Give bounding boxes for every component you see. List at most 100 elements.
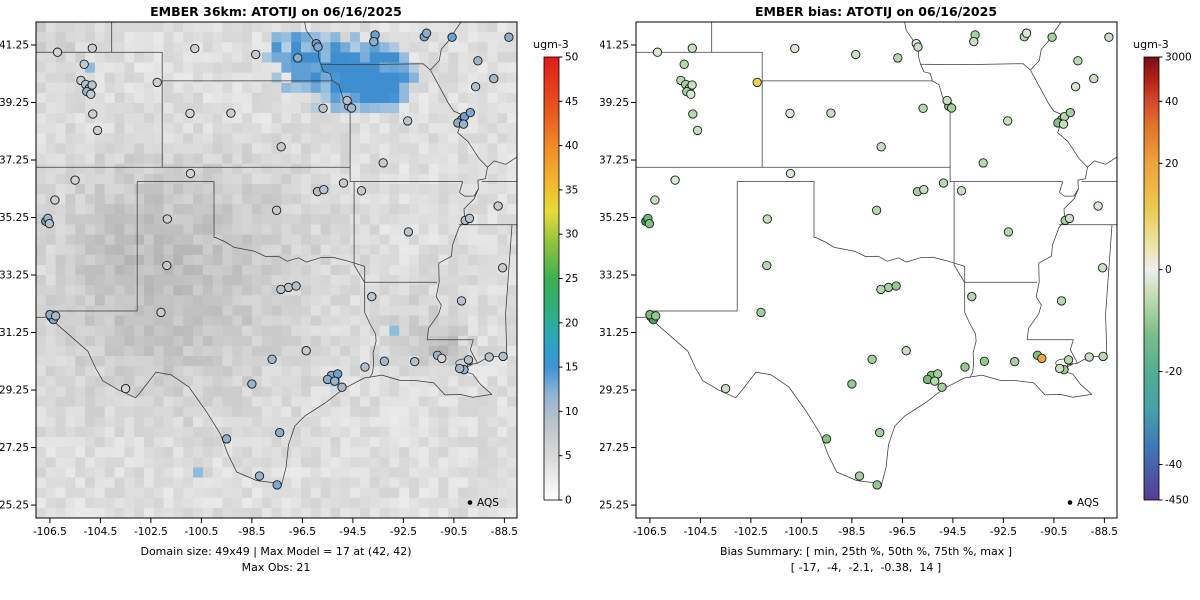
aqs-legend-label: AQS [477,497,499,509]
station-marker [458,119,469,129]
station-marker [790,43,800,54]
aqs-legend-dot-icon [467,500,473,505]
station-marker [1070,82,1081,92]
station-marker [464,213,475,224]
station-marker [447,32,457,42]
lat-tick-label: 39.25 [600,97,629,109]
station-marker [465,107,475,118]
station-marker [644,218,655,229]
station-marker [410,356,420,367]
lat-tick-label: 29.25 [600,385,629,397]
station-markers [641,28,1114,490]
station-marker [872,480,882,490]
station-marker [283,282,294,293]
station-marker [473,56,483,66]
station-marker [670,175,680,185]
aqs-legend-label: AQS [1077,497,1099,509]
station-marker [651,311,661,321]
station-marker [403,116,413,126]
station-marker [152,77,162,88]
station-marker [378,158,388,168]
station-marker [686,89,696,99]
station-marker [251,49,261,60]
station-marker [1064,213,1075,224]
colorbar-tick-label: 30 [565,229,578,241]
lon-tick-label: -106.5 [33,526,67,538]
station-marker [893,53,903,63]
station-marker [762,214,772,224]
lon-tick-label: -90.5 [1040,526,1067,538]
station-marker [247,379,257,389]
station-marker [901,346,911,356]
station-marker [956,186,967,196]
station-marker [291,281,301,291]
lat-tick-label: 37.25 [0,155,29,167]
right-caption-line1: Bias Summary: [ min, 25th %, 50th %, 75t… [719,545,1013,558]
lon-tick-label: -106.5 [633,526,667,538]
bias-map-plot: -106.5 -104.5 -102.5 -100.5 -98.5 -96.5 -94.5 -… [600,21,1118,538]
station-marker [967,291,977,302]
station-marker [876,142,886,152]
lon-tick-label: -90.5 [440,526,467,538]
station-marker [1055,363,1065,374]
left-caption-line2: Max Obs: 21 [241,561,311,574]
lat-tick-label: 41.25 [0,40,29,52]
colorbar-tick-label: 5 [565,450,572,462]
station-marker [455,363,465,374]
station-marker [883,282,894,293]
station-markers [41,28,514,490]
station-marker [87,43,97,53]
station-marker [918,103,928,113]
station-marker [254,471,265,481]
station-marker [319,184,329,195]
station-marker [456,296,467,306]
station-marker [1065,107,1075,118]
station-marker [1003,227,1014,237]
station-marker [367,291,377,302]
station-marker [87,80,97,90]
station-marker [50,195,60,205]
station-marker [271,205,282,215]
station-marker [1084,352,1094,362]
station-marker [1089,73,1099,84]
lat-tick-label: 27.25 [0,442,29,454]
aqs-legend-dot-icon [1067,500,1073,505]
colorbar-tick-label: 10 [565,406,578,418]
station-marker [1104,32,1114,42]
colorbar-tick-label: -20 [1165,366,1182,378]
lat-tick-label: 35.25 [600,212,629,224]
station-marker [190,43,200,54]
station-marker [293,53,303,63]
model-map-plot: -106.5 -104.5 -102.5 -100.5 -98.5 -96.5 -94.5 -… [0,21,518,538]
left-colorbar-unit-label: ugm-3 [533,38,569,51]
station-marker [978,158,988,168]
colorbar-tick-label: 25 [565,273,578,285]
station-marker [498,351,508,362]
lat-tick-label: 31.25 [0,327,29,339]
station-marker [346,103,357,113]
station-marker [421,28,432,38]
model-raster-grid [36,22,517,518]
model-map-panel: EMBER 36km: ATOTIJ on 06/16/2025 -106.5-… [0,4,578,538]
station-marker [504,32,514,42]
station-marker [752,77,762,88]
station-marker [821,434,832,444]
station-marker [1056,296,1067,306]
station-marker [875,427,885,438]
station-marker [79,59,89,69]
lat-tick-label: 33.25 [600,270,629,282]
station-marker [960,362,970,372]
station-marker [1037,353,1047,364]
station-marker [337,382,347,392]
lon-tick-label: -94.5 [939,526,966,538]
station-marker [762,260,772,271]
station-marker [52,47,63,57]
station-marker [1098,351,1108,362]
station-marker [226,108,236,118]
station-marker [44,218,55,229]
station-marker [185,168,196,179]
station-marker [785,108,795,119]
lat-tick-label: 25.25 [0,500,29,512]
station-marker [826,108,836,118]
station-marker [275,427,285,438]
